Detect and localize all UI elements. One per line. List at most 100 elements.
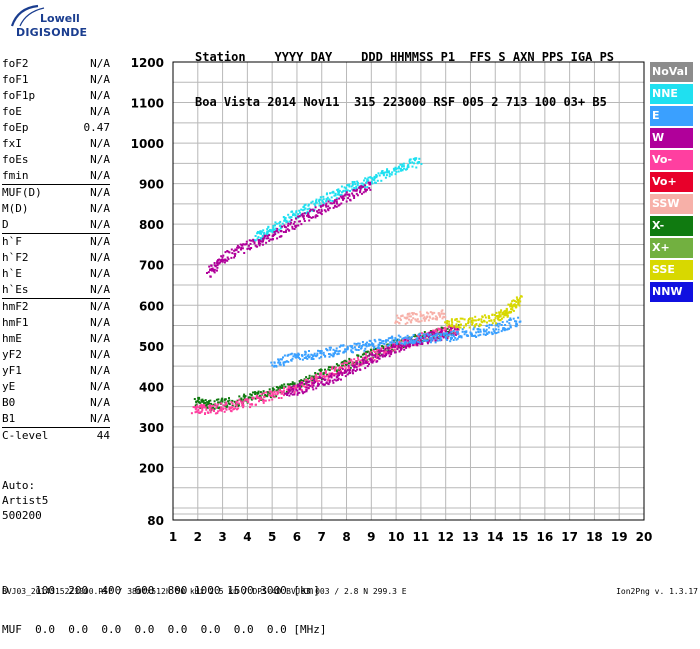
echo-point [222, 254, 225, 257]
echo-point [310, 381, 313, 383]
param-separator [2, 184, 110, 185]
echo-point [353, 358, 356, 361]
echo-point [309, 208, 312, 211]
echo-point [382, 349, 385, 352]
echo-point [310, 201, 313, 204]
echo-point [319, 371, 322, 374]
echo-point [375, 176, 378, 179]
echo-point [378, 351, 381, 354]
echo-point [422, 317, 425, 320]
echo-point [279, 235, 282, 238]
echo-point [260, 393, 263, 396]
echo-point [238, 395, 241, 398]
echo-point [437, 312, 440, 315]
echo-point [279, 363, 282, 366]
echo-point [243, 252, 246, 254]
echo-point [343, 361, 346, 364]
echo-point [281, 386, 284, 389]
echo-point [507, 311, 510, 314]
echo-point [311, 379, 314, 382]
echo-point [408, 312, 411, 315]
echo-point [269, 238, 272, 241]
echo-point [258, 244, 261, 247]
echo-point [373, 359, 376, 362]
echo-point [512, 317, 515, 320]
echo-point [400, 345, 403, 348]
echo-point [319, 370, 322, 372]
echo-point [333, 378, 336, 381]
echo-point [378, 357, 381, 360]
echo-point [202, 405, 205, 408]
echo-point [296, 392, 299, 395]
echo-point [263, 392, 266, 395]
echo-point [471, 333, 473, 336]
echo-point [263, 233, 266, 236]
echo-point [263, 231, 266, 234]
echo-point [315, 214, 318, 217]
echo-point [382, 172, 385, 175]
echo-point [301, 358, 304, 361]
echo-point [332, 191, 335, 194]
echo-point [463, 318, 466, 321]
echo-point [253, 239, 256, 242]
echo-point [218, 258, 221, 261]
echo-point [287, 388, 290, 391]
legend-entry: E [650, 106, 693, 126]
echo-point [505, 311, 508, 314]
echo-point [423, 316, 426, 319]
echo-point [344, 193, 347, 196]
echo-point [257, 239, 260, 242]
echo-point [506, 314, 509, 317]
echo-point [399, 163, 402, 166]
echo-point [214, 412, 217, 415]
echo-point [276, 227, 279, 230]
echo-point [327, 366, 330, 369]
echo-point [292, 384, 295, 387]
echo-point [428, 315, 431, 318]
echo-point [288, 229, 291, 232]
echo-point [428, 337, 431, 340]
echo-point [400, 169, 402, 172]
echo-point [461, 317, 464, 320]
param-row: foF1 N/A [2, 72, 110, 88]
echo-point [267, 393, 270, 396]
echo-point [337, 372, 340, 375]
echo-point [403, 339, 405, 342]
echo-point [338, 189, 341, 192]
chart-axes: 1 2 3 4 5 6 7 8 9 10 11 12 13 14 15 16 17 18 19 20802003004… [131, 56, 653, 544]
echo-point [385, 340, 388, 343]
echo-point [378, 344, 381, 346]
echo-point [348, 360, 351, 363]
echo-point [340, 370, 343, 373]
echo-point [324, 370, 327, 373]
echo-point [301, 212, 304, 215]
echo-point [346, 369, 349, 371]
echo-point [199, 406, 202, 409]
echo-point [335, 366, 338, 369]
echo-point [349, 199, 352, 202]
echo-point [493, 331, 496, 334]
echo-point [227, 400, 229, 403]
echo-point [373, 347, 376, 350]
echo-point [327, 200, 330, 203]
echo-point [421, 314, 424, 317]
echo-point [336, 376, 339, 379]
echo-point [272, 224, 275, 227]
echo-point [503, 312, 506, 315]
echo-point [308, 210, 311, 213]
echo-point [241, 244, 244, 247]
echo-point [447, 332, 450, 335]
echo-point [314, 216, 317, 219]
param-value: N/A [90, 316, 110, 329]
echo-point [239, 243, 242, 246]
echo-point [426, 342, 429, 345]
echo-point [422, 333, 425, 336]
echo-point [356, 368, 359, 371]
echo-point [341, 366, 344, 369]
echo-point [366, 186, 369, 189]
echo-point [417, 161, 420, 164]
y-tick-label: 200 [139, 461, 164, 475]
echo-point [291, 385, 294, 388]
echo-point [357, 349, 360, 351]
echo-point [262, 399, 265, 402]
